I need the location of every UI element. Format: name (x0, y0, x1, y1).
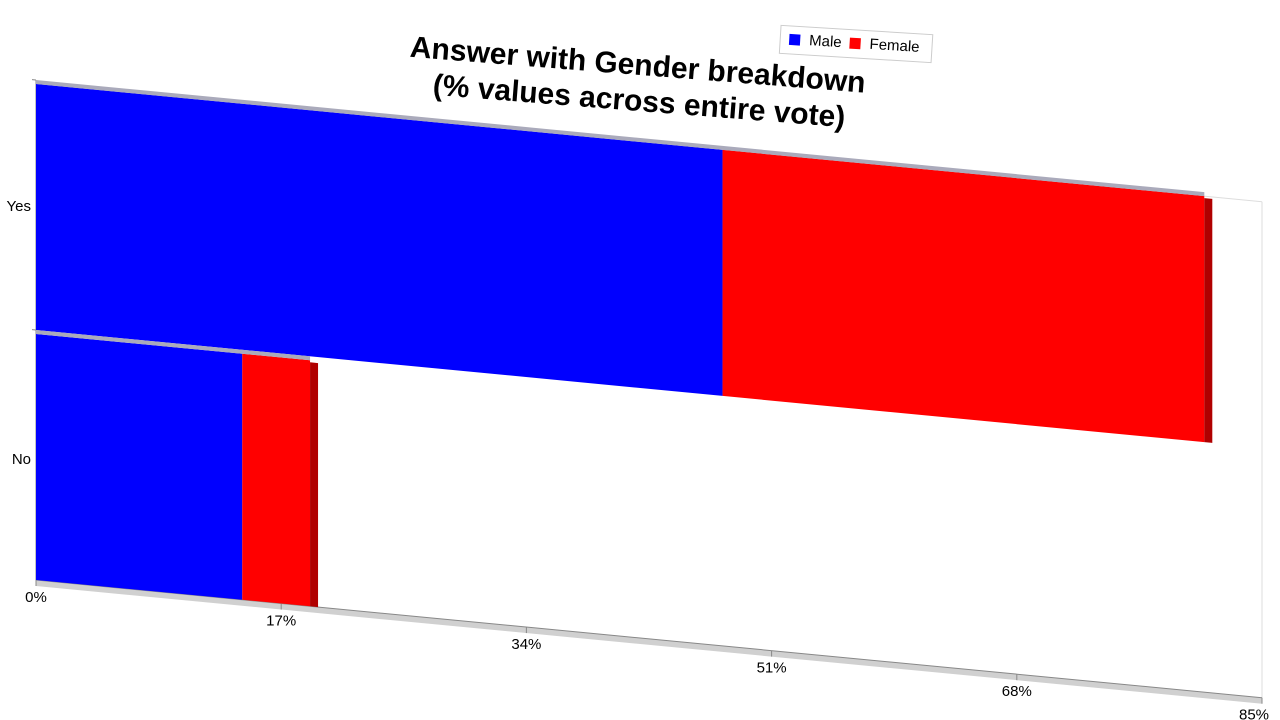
x-tick-label: 34% (511, 636, 541, 653)
bar-top (36, 329, 311, 361)
floor (36, 579, 1262, 704)
bar-side (1204, 198, 1213, 443)
x-tick-label: 68% (1002, 683, 1032, 700)
y-tick-label: Yes (7, 198, 31, 215)
bar-segment (242, 353, 311, 607)
legend: Male Female (778, 24, 934, 64)
legend-swatch (788, 33, 801, 46)
y-tick-label: No (12, 451, 31, 468)
x-tick-label: 0% (25, 589, 47, 606)
plot (32, 79, 1263, 704)
bar-segment (722, 149, 1205, 443)
legend-swatch (849, 37, 861, 50)
legend-label: Male (809, 32, 842, 51)
bar-side (310, 362, 319, 608)
bar-segment (36, 83, 723, 396)
bar-segment (36, 333, 243, 600)
bar-top (36, 79, 1205, 197)
x-tick-label: 51% (757, 660, 787, 677)
legend-label: Female (869, 36, 920, 56)
x-tick-label: 17% (266, 613, 296, 630)
x-tick-label: 85% (1239, 707, 1269, 720)
